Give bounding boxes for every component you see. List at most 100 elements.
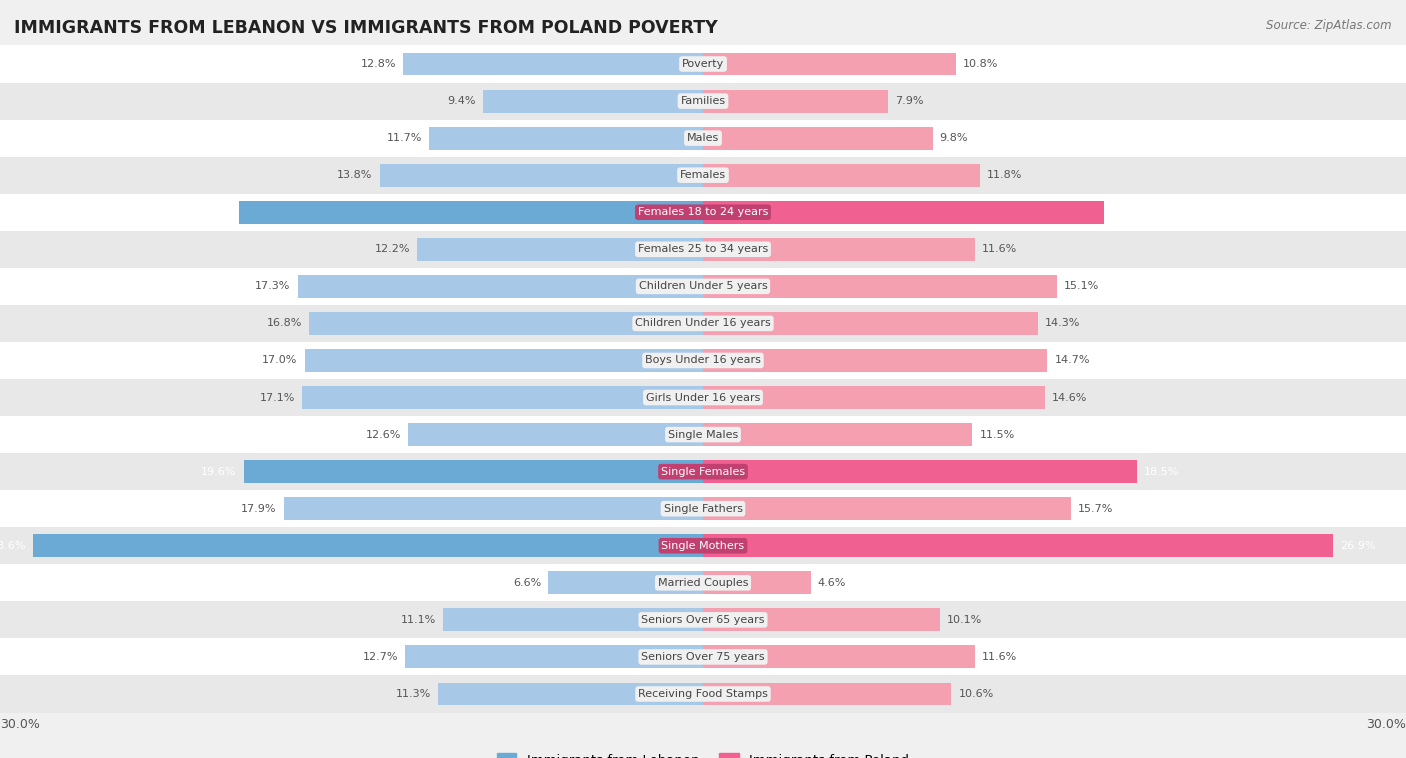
FancyBboxPatch shape xyxy=(0,268,1406,305)
Bar xyxy=(703,127,932,149)
Text: 11.7%: 11.7% xyxy=(387,133,422,143)
Text: 12.8%: 12.8% xyxy=(360,59,396,69)
Bar xyxy=(439,682,703,706)
Text: 10.1%: 10.1% xyxy=(946,615,981,625)
Bar xyxy=(703,52,956,76)
Text: 11.1%: 11.1% xyxy=(401,615,436,625)
Bar xyxy=(404,52,703,76)
Text: Receiving Food Stamps: Receiving Food Stamps xyxy=(638,689,768,699)
Bar xyxy=(703,646,974,669)
Text: 13.8%: 13.8% xyxy=(337,171,373,180)
Bar xyxy=(305,349,703,372)
Text: Seniors Over 75 years: Seniors Over 75 years xyxy=(641,652,765,662)
Text: 6.6%: 6.6% xyxy=(513,578,541,587)
Text: 11.6%: 11.6% xyxy=(981,244,1017,254)
Text: 7.9%: 7.9% xyxy=(896,96,924,106)
Text: 15.7%: 15.7% xyxy=(1078,504,1114,514)
Bar xyxy=(239,201,703,224)
Text: Females: Females xyxy=(681,171,725,180)
Text: 11.8%: 11.8% xyxy=(987,171,1022,180)
Text: 14.6%: 14.6% xyxy=(1052,393,1087,402)
Bar xyxy=(703,609,939,631)
Text: 10.6%: 10.6% xyxy=(959,689,994,699)
Bar xyxy=(32,534,703,557)
Text: Children Under 5 years: Children Under 5 years xyxy=(638,281,768,291)
Text: Boys Under 16 years: Boys Under 16 years xyxy=(645,356,761,365)
FancyBboxPatch shape xyxy=(0,342,1406,379)
FancyBboxPatch shape xyxy=(0,564,1406,601)
Text: Seniors Over 65 years: Seniors Over 65 years xyxy=(641,615,765,625)
Bar xyxy=(243,460,703,483)
Text: 11.6%: 11.6% xyxy=(981,652,1017,662)
Bar xyxy=(703,386,1045,409)
Text: Single Fathers: Single Fathers xyxy=(664,504,742,514)
Text: Girls Under 16 years: Girls Under 16 years xyxy=(645,393,761,402)
Bar xyxy=(408,423,703,446)
FancyBboxPatch shape xyxy=(0,638,1406,675)
Text: 17.1%: 17.1% xyxy=(260,393,295,402)
Text: Males: Males xyxy=(688,133,718,143)
FancyBboxPatch shape xyxy=(0,675,1406,713)
Bar xyxy=(284,497,703,520)
Bar xyxy=(443,609,703,631)
Bar xyxy=(302,386,703,409)
Text: 15.1%: 15.1% xyxy=(1064,281,1099,291)
Bar xyxy=(380,164,703,186)
Bar xyxy=(703,534,1333,557)
FancyBboxPatch shape xyxy=(0,416,1406,453)
Text: Children Under 16 years: Children Under 16 years xyxy=(636,318,770,328)
FancyBboxPatch shape xyxy=(0,453,1406,490)
Text: 14.3%: 14.3% xyxy=(1045,318,1080,328)
Text: Females 18 to 24 years: Females 18 to 24 years xyxy=(638,207,768,218)
FancyBboxPatch shape xyxy=(0,528,1406,564)
Bar xyxy=(298,275,703,298)
FancyBboxPatch shape xyxy=(0,120,1406,157)
FancyBboxPatch shape xyxy=(0,157,1406,194)
Bar xyxy=(703,312,1038,335)
Bar xyxy=(703,349,1047,372)
FancyBboxPatch shape xyxy=(0,379,1406,416)
Bar xyxy=(703,423,973,446)
Bar xyxy=(703,275,1057,298)
Bar xyxy=(703,497,1071,520)
Bar xyxy=(548,572,703,594)
Text: 19.8%: 19.8% xyxy=(197,207,232,218)
Text: Single Males: Single Males xyxy=(668,430,738,440)
Text: Single Mothers: Single Mothers xyxy=(661,540,745,551)
Text: 28.6%: 28.6% xyxy=(0,540,25,551)
FancyBboxPatch shape xyxy=(0,601,1406,638)
Text: 17.1%: 17.1% xyxy=(1111,207,1146,218)
Text: 12.6%: 12.6% xyxy=(366,430,401,440)
Bar xyxy=(418,238,703,261)
FancyBboxPatch shape xyxy=(0,305,1406,342)
Text: 9.8%: 9.8% xyxy=(939,133,969,143)
Text: Single Females: Single Females xyxy=(661,467,745,477)
Text: 16.8%: 16.8% xyxy=(267,318,302,328)
Bar xyxy=(703,682,952,706)
Text: Poverty: Poverty xyxy=(682,59,724,69)
Legend: Immigrants from Lebanon, Immigrants from Poland: Immigrants from Lebanon, Immigrants from… xyxy=(491,748,915,758)
Text: 11.5%: 11.5% xyxy=(980,430,1015,440)
FancyBboxPatch shape xyxy=(0,83,1406,120)
Bar xyxy=(405,646,703,669)
Text: 11.3%: 11.3% xyxy=(396,689,432,699)
Text: Source: ZipAtlas.com: Source: ZipAtlas.com xyxy=(1267,19,1392,32)
Text: 26.9%: 26.9% xyxy=(1340,540,1376,551)
Text: 19.6%: 19.6% xyxy=(201,467,236,477)
Text: 9.4%: 9.4% xyxy=(447,96,475,106)
Text: Females 25 to 34 years: Females 25 to 34 years xyxy=(638,244,768,254)
Text: 10.8%: 10.8% xyxy=(963,59,998,69)
Text: 17.0%: 17.0% xyxy=(263,356,298,365)
FancyBboxPatch shape xyxy=(0,230,1406,268)
FancyBboxPatch shape xyxy=(0,490,1406,528)
Bar xyxy=(703,89,889,112)
Text: 17.3%: 17.3% xyxy=(256,281,291,291)
Text: 12.7%: 12.7% xyxy=(363,652,398,662)
Bar xyxy=(703,201,1104,224)
Text: 30.0%: 30.0% xyxy=(1367,718,1406,731)
Text: 30.0%: 30.0% xyxy=(0,718,39,731)
Text: Married Couples: Married Couples xyxy=(658,578,748,587)
Bar xyxy=(703,238,974,261)
Text: IMMIGRANTS FROM LEBANON VS IMMIGRANTS FROM POLAND POVERTY: IMMIGRANTS FROM LEBANON VS IMMIGRANTS FR… xyxy=(14,19,717,37)
Bar xyxy=(703,572,811,594)
